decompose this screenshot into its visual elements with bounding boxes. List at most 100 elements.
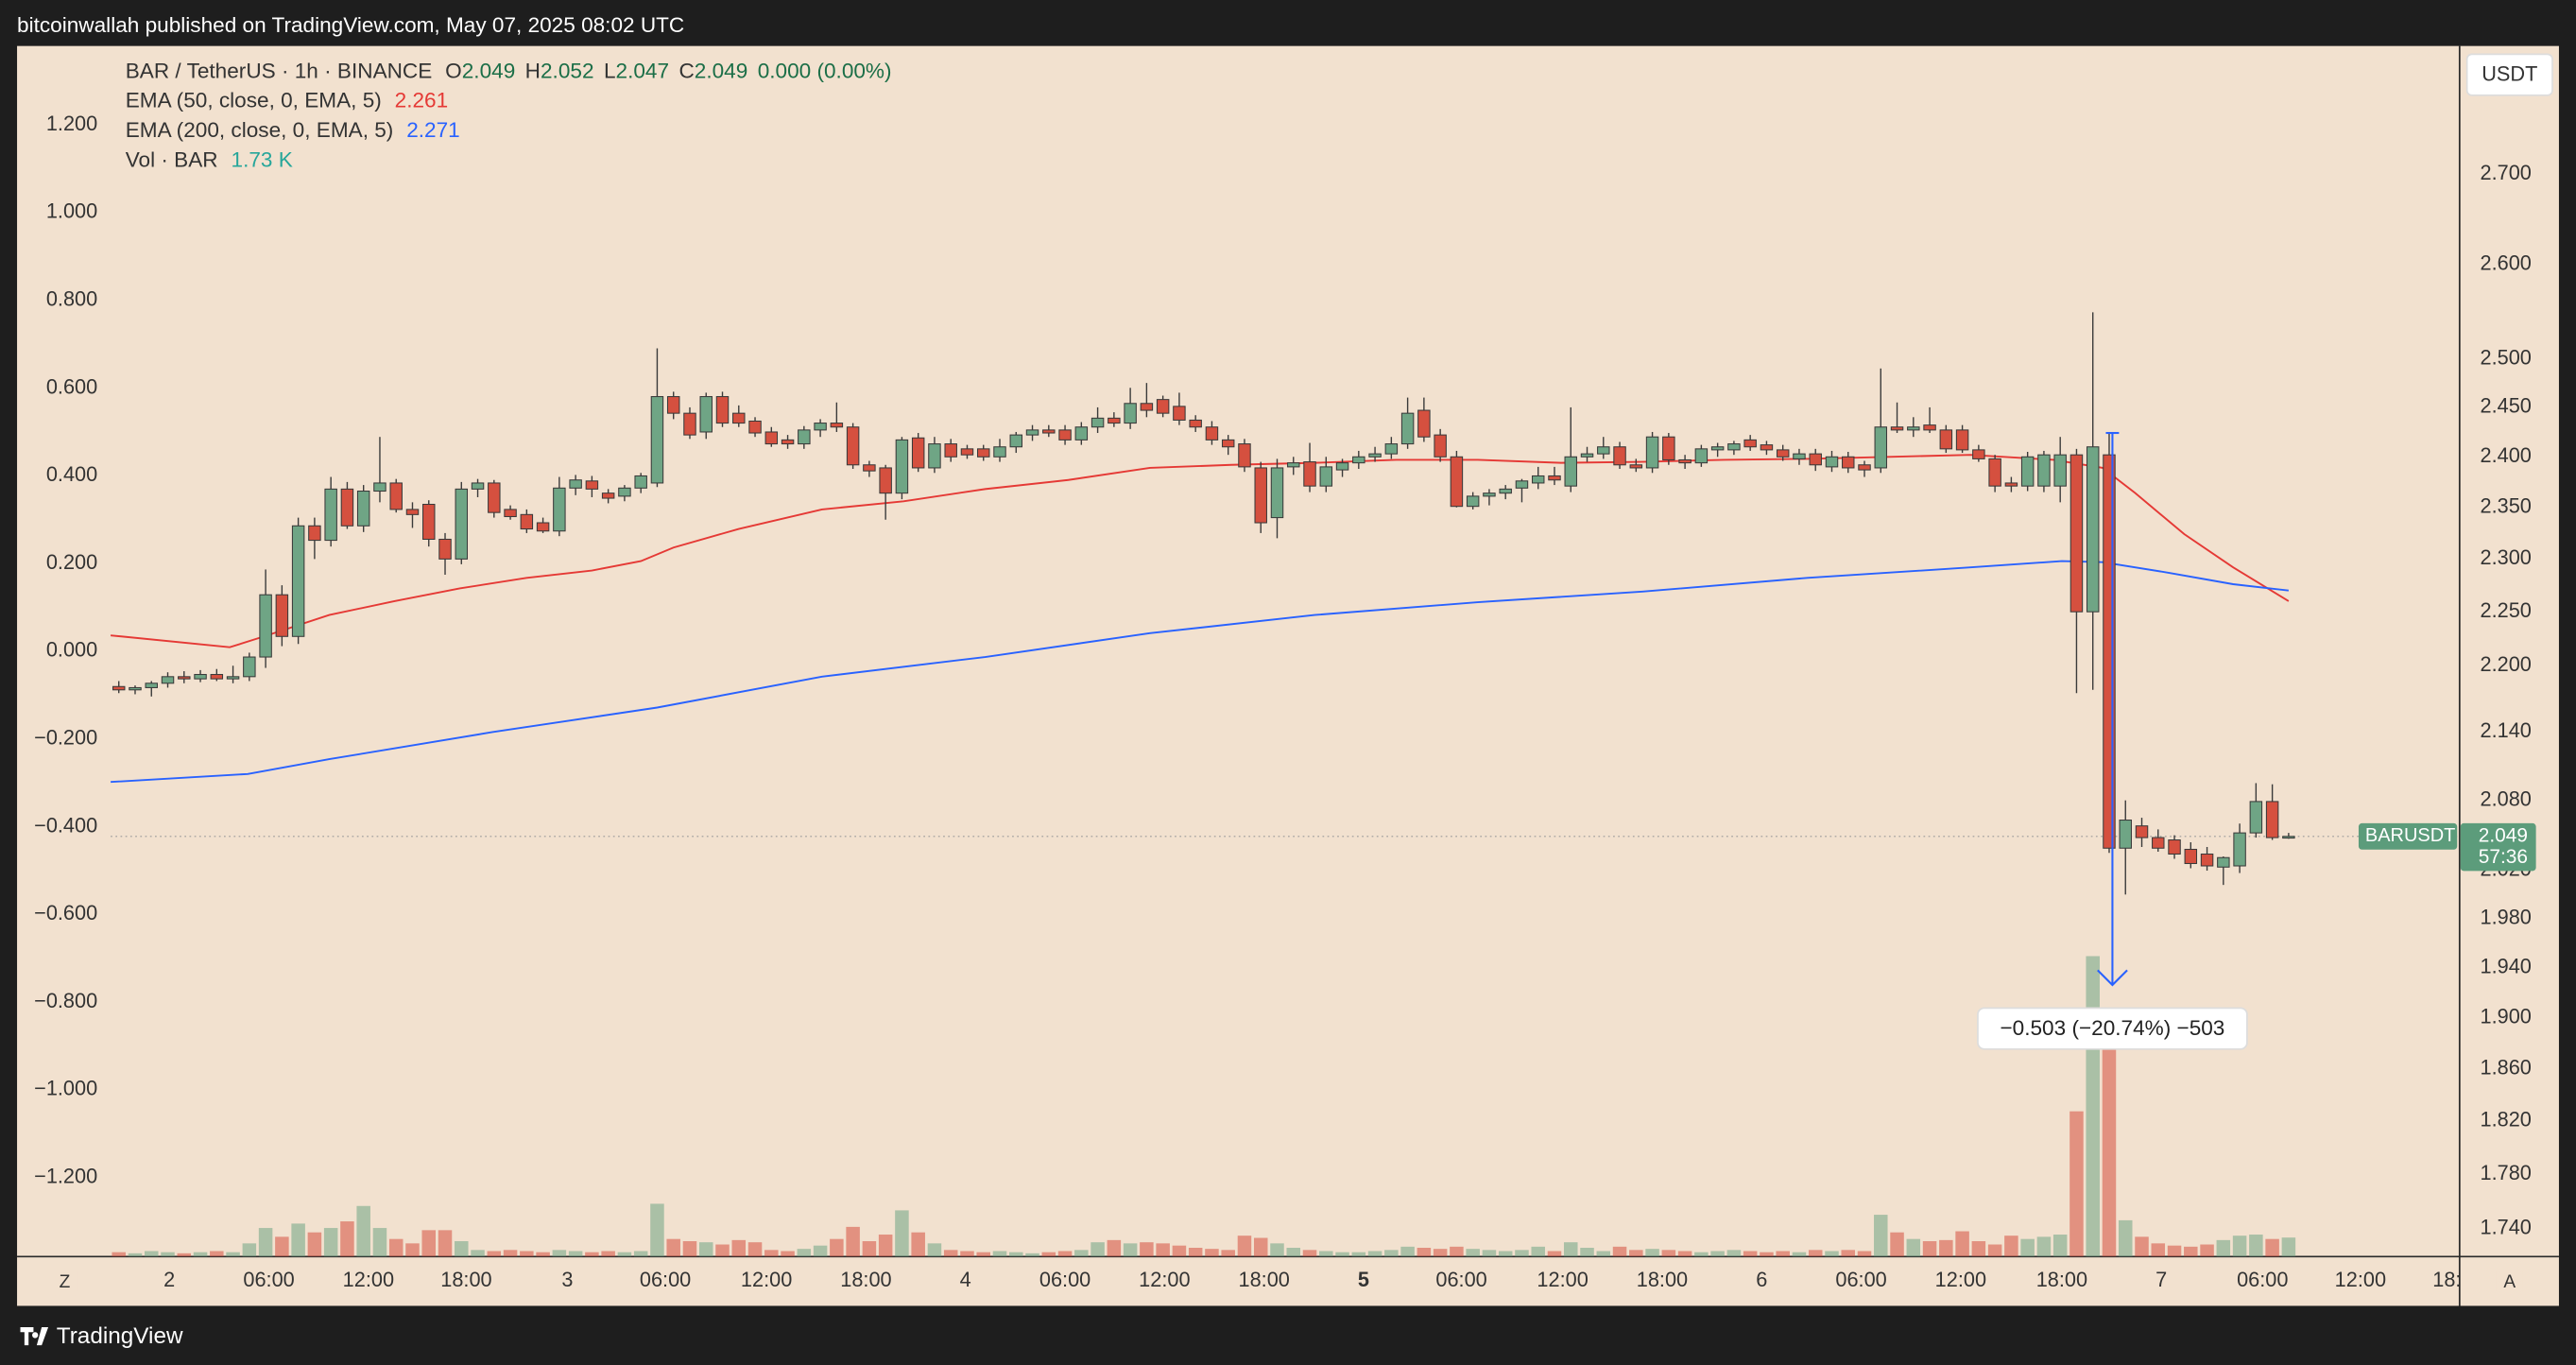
price-tick-label: 1.980 bbox=[2481, 906, 2532, 929]
axis-button-label[interactable]: Z bbox=[60, 1272, 71, 1292]
candle-body bbox=[243, 656, 256, 678]
candle-body bbox=[2004, 482, 2018, 487]
price-tick-label: 2.250 bbox=[2481, 598, 2532, 622]
volume-bar bbox=[1922, 1241, 1937, 1257]
volume-bar bbox=[2036, 1236, 2052, 1257]
candle-body bbox=[1972, 449, 1985, 459]
axis-button-label[interactable]: A bbox=[2503, 1272, 2516, 1292]
time-tick-label: 06:00 bbox=[2237, 1268, 2288, 1291]
volume-bar bbox=[1776, 1251, 1790, 1257]
time-tick-label: 18:00 bbox=[440, 1268, 491, 1291]
volume-bar bbox=[1987, 1244, 2002, 1257]
volume-bar bbox=[1563, 1242, 1578, 1257]
candle-body bbox=[504, 509, 517, 518]
volume-bar bbox=[1335, 1252, 1349, 1257]
volume-bar bbox=[617, 1252, 632, 1257]
time-tick-label: 06:00 bbox=[640, 1268, 691, 1291]
volume-bar bbox=[2200, 1244, 2214, 1257]
candle-body bbox=[781, 439, 795, 445]
candle-body bbox=[291, 525, 305, 637]
time-tick-label: 5 bbox=[1358, 1268, 1369, 1291]
ohlc-key: L bbox=[604, 59, 616, 82]
candle-body bbox=[1629, 464, 1643, 469]
currency-label[interactable]: USDT bbox=[2482, 62, 2537, 86]
candle-body bbox=[1793, 453, 1806, 459]
candle-body bbox=[1009, 434, 1023, 448]
volume-bar bbox=[1237, 1235, 1252, 1257]
candle-body bbox=[928, 443, 941, 469]
price-tick-label: 1.820 bbox=[2481, 1108, 2532, 1132]
volume-bar bbox=[112, 1252, 126, 1257]
left-tick-label: −1.200 bbox=[34, 1165, 97, 1188]
price-tick-label: 2.500 bbox=[2481, 345, 2532, 369]
candle-body bbox=[1923, 424, 1936, 431]
volume-bar bbox=[666, 1238, 680, 1257]
volume-bar bbox=[2086, 956, 2100, 1257]
volume-bar bbox=[438, 1230, 453, 1257]
volume-bar bbox=[927, 1243, 942, 1257]
axis-button[interactable] bbox=[51, 1266, 78, 1297]
candle-body bbox=[846, 426, 860, 466]
volume-bar bbox=[2232, 1235, 2247, 1257]
time-tick-label: 06:00 bbox=[243, 1268, 294, 1291]
volume-bar bbox=[2167, 1245, 2182, 1257]
candle-body bbox=[2069, 454, 2084, 613]
time-tick-label: 18:00 bbox=[1637, 1268, 1688, 1291]
candle-body bbox=[1939, 429, 1953, 450]
candle-body bbox=[553, 487, 566, 532]
candle-body bbox=[2020, 456, 2035, 487]
price-tick-label: 2.700 bbox=[2481, 161, 2532, 184]
volume-bar bbox=[1580, 1248, 1594, 1257]
time-tick-label: 12:00 bbox=[1935, 1268, 1986, 1291]
candle-body bbox=[666, 396, 680, 414]
volume-bar bbox=[585, 1252, 599, 1257]
price-tick-label: 2.300 bbox=[2481, 545, 2532, 569]
volume-bar bbox=[1890, 1232, 1904, 1257]
volume-bar bbox=[2069, 1111, 2084, 1257]
legend-ema: EMA (50, close, 0, EMA, 5) 2.261 bbox=[126, 89, 448, 112]
candle-body bbox=[1042, 429, 1056, 434]
volume-bar bbox=[356, 1205, 370, 1257]
volume-bar bbox=[1270, 1243, 1284, 1257]
volume-bar bbox=[1253, 1237, 1268, 1257]
candle-body bbox=[1058, 429, 1072, 441]
candle-body bbox=[1287, 462, 1300, 468]
candle-body bbox=[2249, 801, 2263, 834]
logo-mark bbox=[20, 1327, 49, 1346]
volume-bar bbox=[1726, 1250, 1742, 1257]
candle-body bbox=[2184, 848, 2198, 865]
volume-bar bbox=[1841, 1250, 1856, 1257]
candle-body bbox=[879, 467, 892, 494]
candle-body bbox=[1531, 475, 1545, 484]
candle-body bbox=[488, 482, 501, 513]
volume-bar bbox=[1450, 1246, 1464, 1257]
candle-body bbox=[1743, 439, 1757, 448]
time-tick-label: 4 bbox=[960, 1268, 971, 1291]
volume-name: Vol · BAR bbox=[126, 147, 218, 171]
candle-body bbox=[2135, 825, 2149, 838]
price-tick-label: 2.200 bbox=[2481, 652, 2532, 676]
candle-body bbox=[1548, 475, 1561, 481]
candle-body bbox=[569, 479, 582, 489]
volume-bar bbox=[1400, 1246, 1415, 1257]
candle-body bbox=[1988, 458, 2001, 487]
candle-body bbox=[226, 676, 240, 680]
candle-body bbox=[178, 676, 191, 680]
volume-bar bbox=[568, 1251, 583, 1257]
currency-button[interactable] bbox=[2465, 53, 2553, 96]
candle-body bbox=[405, 509, 420, 515]
candle-body bbox=[2282, 836, 2295, 839]
volume-bar bbox=[388, 1238, 404, 1257]
volume-bar bbox=[1433, 1249, 1448, 1257]
volume-bar bbox=[1874, 1215, 1888, 1257]
candle-body bbox=[944, 443, 957, 458]
volume-bar bbox=[2216, 1239, 2231, 1257]
candle-body bbox=[601, 492, 615, 499]
volume-bar bbox=[633, 1251, 648, 1257]
time-tick-label: 3 bbox=[561, 1268, 573, 1291]
candle-body bbox=[650, 396, 664, 484]
axis-button[interactable] bbox=[2496, 1266, 2523, 1297]
volume-bar bbox=[1286, 1248, 1301, 1257]
volume-bar bbox=[943, 1250, 958, 1257]
candle-body bbox=[798, 429, 811, 445]
